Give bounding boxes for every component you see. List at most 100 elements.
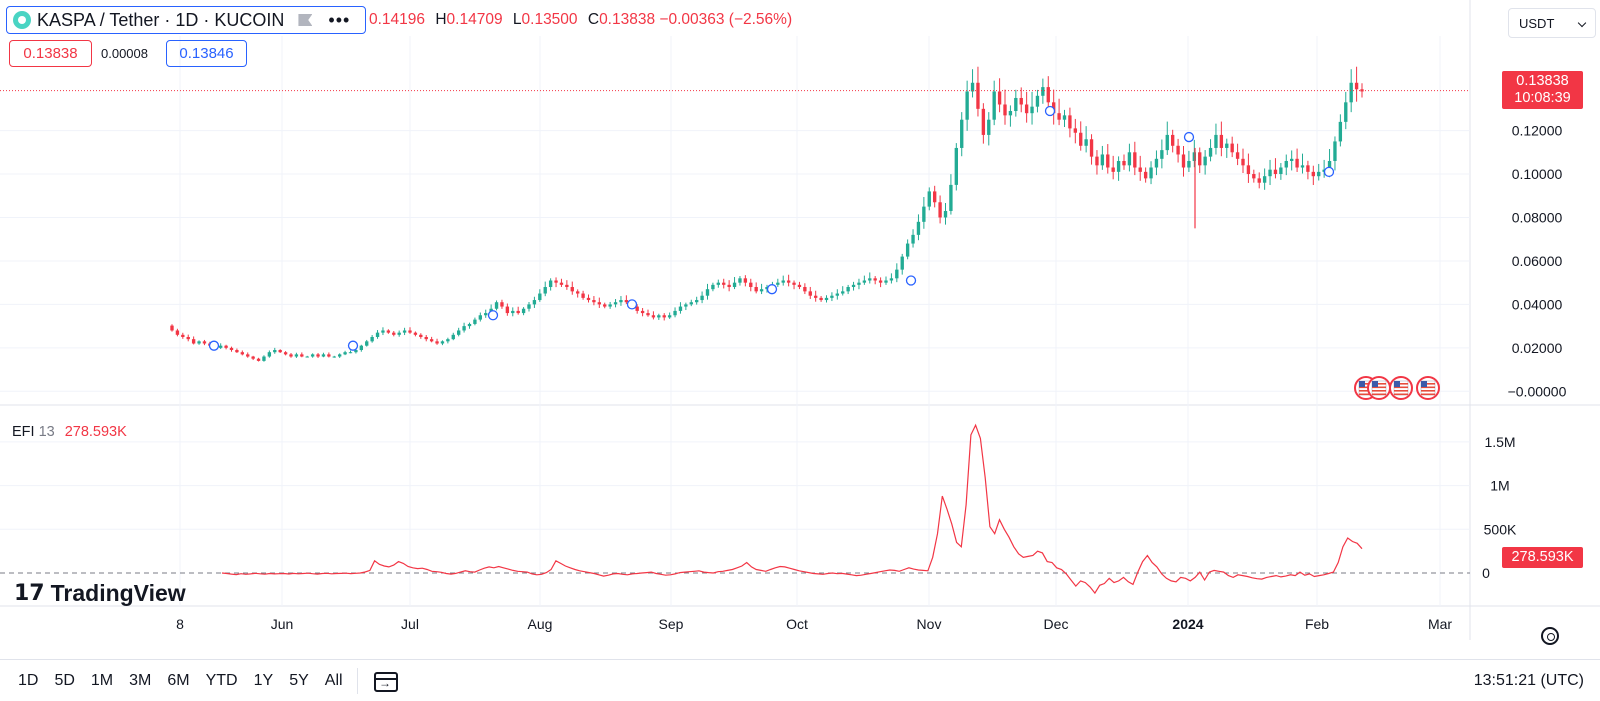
range-5y-button[interactable]: 5Y [289, 672, 309, 689]
candle-body [197, 341, 201, 344]
candle-body [851, 284, 856, 288]
settings-icon[interactable] [1541, 627, 1559, 645]
candle-body [987, 119, 991, 135]
candle-body [667, 315, 672, 318]
range-ytd-button[interactable]: YTD [205, 672, 238, 689]
event-marker [1183, 131, 1195, 143]
range-5d-button[interactable]: 5D [54, 672, 75, 689]
candle-body [570, 287, 574, 292]
price-axis-tick-label: −0.00000 [1508, 383, 1567, 399]
candle-body [1214, 134, 1218, 148]
range-1m-button[interactable]: 1M [90, 672, 114, 689]
candle-body [1317, 171, 1321, 177]
candle-body [381, 330, 385, 333]
candle-body [359, 345, 363, 351]
flag-icon[interactable] [298, 14, 313, 26]
candle-body [905, 243, 910, 257]
candle-body [273, 350, 277, 353]
candle-body [1198, 152, 1202, 166]
candle-body [792, 282, 796, 285]
tradingview-wordmark: TradingView [50, 580, 186, 606]
symbol-title: KASPA / Tether · 1D · KUCOIN [37, 9, 285, 30]
candle-body [521, 308, 526, 314]
candle-body [613, 302, 618, 305]
x-axis-tick-label: Jun [271, 616, 294, 632]
candle-body [830, 295, 834, 298]
candle-body [727, 284, 731, 288]
candle-body [965, 91, 969, 120]
x-axis-tick-label: Feb [1305, 616, 1329, 632]
symbol-selector[interactable]: KASPA / Tether · 1D · KUCOIN ••• [6, 6, 366, 34]
candle-body [824, 297, 829, 301]
candle-body [305, 356, 309, 358]
indicator-name: EFI [12, 424, 35, 440]
candle-body [1219, 134, 1224, 148]
candle-body [246, 354, 250, 357]
range-1d-button[interactable]: 1D [18, 672, 39, 689]
tradingview-logo[interactable]: 17 TradingView [14, 580, 186, 607]
range-all-button[interactable]: All [324, 672, 343, 689]
candle-body [1306, 165, 1310, 172]
candle-body [700, 295, 704, 301]
us-flag-stripe [1359, 386, 1373, 389]
candle-body [911, 234, 915, 244]
candle-body [1111, 167, 1115, 172]
sell-button[interactable]: 0.13838 [9, 40, 92, 67]
indicator-legend[interactable]: EFI 13 278.593K [12, 424, 127, 440]
candle-body [446, 339, 450, 342]
candle-body [841, 291, 845, 294]
buy-button[interactable]: 0.13846 [166, 40, 247, 67]
ohlc-values: 0.14196 H0.14709 L0.13500 C0.13838 −0.00… [369, 11, 792, 29]
candle-body [424, 336, 428, 340]
candle-body [191, 339, 196, 344]
x-axis-tick-label: Sep [659, 616, 684, 632]
goto-date-icon[interactable] [374, 672, 398, 692]
us-flag-canton [1372, 381, 1378, 387]
candle-body [846, 287, 850, 292]
candle-body [1089, 139, 1094, 157]
range-3m-button[interactable]: 3M [129, 672, 152, 689]
candle-body [1333, 141, 1337, 161]
efi-line [221, 423, 1363, 595]
us-flag-stripe [1394, 386, 1408, 389]
candle-body [1030, 106, 1034, 114]
candle-body [262, 356, 266, 361]
candle-body [224, 345, 228, 348]
candle-body [814, 295, 818, 298]
candle-body [835, 293, 839, 296]
candle-body [559, 282, 564, 285]
candle-body [1003, 104, 1007, 116]
more-icon[interactable]: ••• [328, 9, 351, 30]
candle-body [900, 256, 904, 270]
candle-body [1262, 176, 1267, 183]
candle-body [1127, 152, 1132, 166]
candle-body [884, 280, 888, 283]
candle-body [635, 306, 639, 311]
candle-body [1176, 145, 1180, 155]
us-flag-canton [1359, 381, 1365, 387]
candle-body [992, 91, 996, 120]
candle-body [657, 315, 661, 318]
range-6m-button[interactable]: 6M [167, 672, 190, 689]
high-key: H [435, 11, 447, 28]
x-axis-tick-label: 2024 [1172, 616, 1203, 632]
candle-body [181, 334, 185, 337]
currency-select[interactable]: USDT [1508, 8, 1596, 38]
candle-body [938, 202, 942, 218]
candle-body [375, 332, 380, 337]
x-axis-tick-label: Aug [528, 616, 553, 632]
candle-body [370, 336, 374, 342]
candle-body [981, 108, 986, 135]
candle-body [505, 306, 510, 314]
candle-body [1203, 156, 1207, 166]
candle-body [392, 332, 396, 335]
candle-body [1100, 154, 1105, 166]
clock[interactable]: 13:51:21 (UTC) [1473, 672, 1584, 689]
candle-body [332, 356, 336, 358]
candle-body [202, 341, 207, 344]
candle-body [1122, 160, 1126, 166]
range-1y-button[interactable]: 1Y [253, 672, 274, 689]
candle-body [933, 191, 937, 203]
candle-body [705, 289, 710, 296]
